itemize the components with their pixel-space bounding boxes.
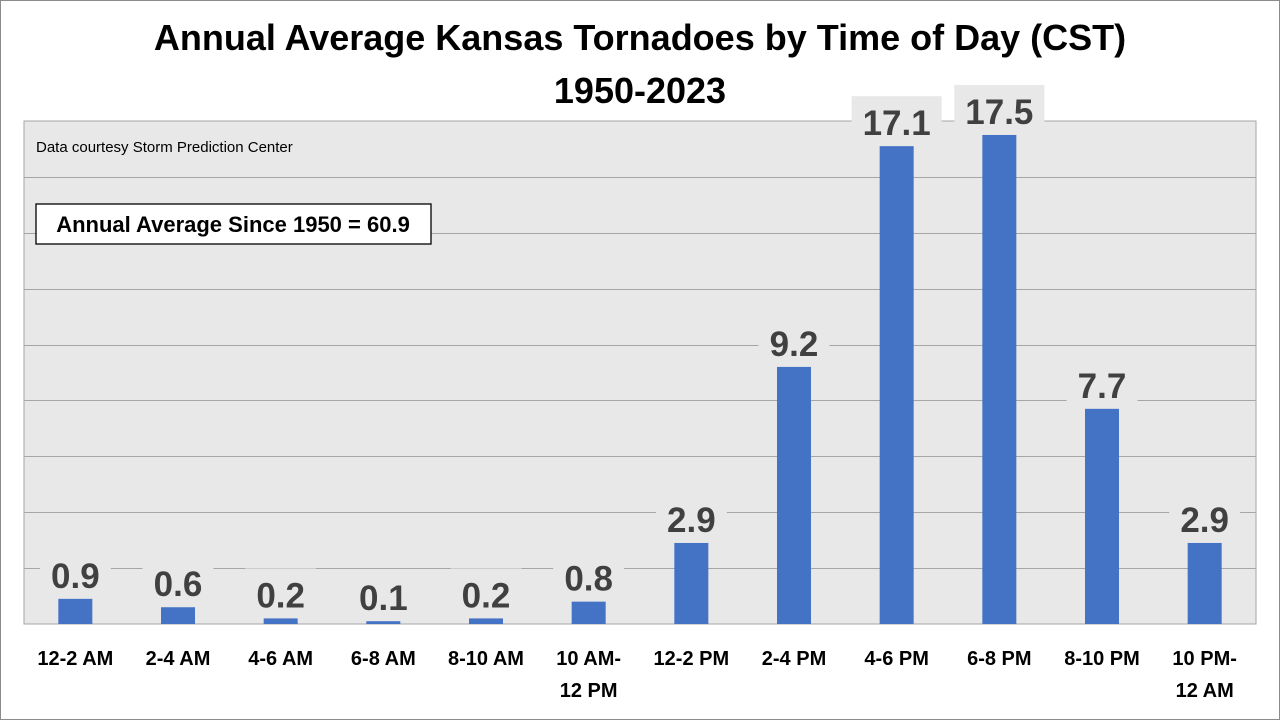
category-label: 10 PM- 12 AM	[1172, 648, 1236, 702]
data-label: 2.9	[1180, 501, 1229, 540]
category-label-line: 6-8 PM	[967, 648, 1031, 670]
data-label-background	[954, 84, 1045, 129]
gridlines	[24, 177, 1256, 569]
category-label-line: 2-4 AM	[146, 648, 211, 670]
data-label: 0.8	[564, 560, 613, 599]
category-label-line: 12 AM	[1176, 680, 1234, 702]
data-labels: 0.9 0.6 0.2 0.1 0.2 0.8 2.9 9.2 17.1 17.5 7.7 2.9	[39, 84, 1241, 618]
data-label: 0.2	[256, 576, 305, 615]
category-label: 6-8 PM	[967, 648, 1031, 670]
category-label-line: 8-10 AM	[448, 648, 524, 670]
chart-subtitle: 1950-2023	[553, 70, 727, 111]
data-label-background	[142, 557, 214, 602]
bar	[1187, 542, 1222, 624]
category-label-line: 12-2 AM	[37, 648, 113, 670]
category-label: 8-10 AM	[448, 648, 524, 670]
bar	[161, 607, 195, 624]
data-label: 0.2	[462, 576, 511, 615]
category-label: 12-2 PM	[654, 648, 730, 670]
average-box	[35, 203, 432, 245]
data-label: 17.1	[863, 104, 931, 143]
category-label: 8-10 PM	[1064, 648, 1140, 670]
category-label: 2-4 PM	[762, 648, 826, 670]
bar	[469, 618, 503, 624]
category-label: 4-6 AM	[248, 648, 313, 670]
data-label: 7.7	[1078, 367, 1127, 406]
bar	[982, 134, 1017, 624]
data-label-background	[245, 568, 317, 613]
bar	[777, 366, 811, 624]
category-label-line: 12 PM	[560, 680, 618, 702]
data-label: 9.2	[770, 325, 819, 364]
data-label-background	[851, 96, 942, 141]
category-label-line: 4-6 AM	[248, 648, 313, 670]
chart-title: Annual Average Kansas Tornadoes by Time …	[153, 17, 1127, 58]
data-label: 0.9	[51, 557, 100, 596]
category-label: 6-8 AM	[351, 648, 416, 670]
data-label-background	[39, 548, 111, 593]
category-label: 2-4 AM	[146, 648, 211, 670]
data-label: 2.9	[667, 501, 716, 540]
category-label-line: 10 AM-	[556, 648, 621, 670]
bar	[263, 618, 298, 624]
data-label: 0.6	[154, 565, 203, 604]
category-label-line: 2-4 PM	[762, 648, 826, 670]
average-box-text: Annual Average Since 1950 = 60.9	[56, 212, 410, 237]
data-label-background	[1169, 492, 1241, 537]
bar	[674, 542, 709, 624]
bar	[879, 146, 914, 624]
category-label-line: 4-6 PM	[864, 648, 928, 670]
data-label: 17.5	[965, 93, 1033, 132]
bar	[571, 601, 606, 624]
category-label-line: 6-8 AM	[351, 648, 416, 670]
category-label: 10 AM- 12 PM	[556, 648, 621, 702]
data-label-background	[1066, 358, 1138, 403]
data-label-background	[553, 551, 625, 596]
bar	[1085, 408, 1119, 624]
category-label-line: 10 PM-	[1172, 648, 1236, 670]
data-label-background	[347, 571, 419, 616]
data-label-background	[450, 568, 522, 613]
category-label-line: 8-10 PM	[1064, 648, 1140, 670]
category-label: 12-2 AM	[37, 648, 113, 670]
data-label-background	[655, 492, 727, 537]
source-note: Data courtesy Storm Prediction Center	[36, 139, 293, 156]
bars	[58, 134, 1222, 624]
data-label: 0.1	[359, 579, 408, 618]
bar	[366, 621, 401, 624]
category-labels: 12-2 AM 2-4 AM 4-6 AM 6-8 AM 8-10 AM 10 AM- 12…	[37, 648, 1237, 702]
bar	[58, 598, 93, 624]
category-label-line: 12-2 PM	[654, 648, 730, 670]
category-label: 4-6 PM	[864, 648, 928, 670]
data-label-background	[758, 316, 830, 361]
